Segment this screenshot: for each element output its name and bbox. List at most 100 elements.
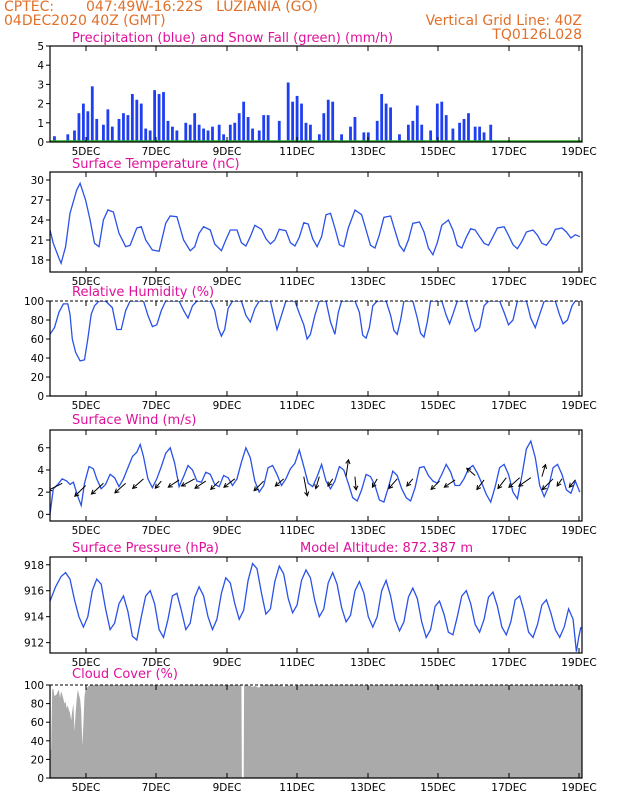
precip-bar-45 [291, 101, 295, 142]
precip-bar-14 [130, 94, 134, 142]
wind-vector-10 [223, 478, 236, 488]
precip-bar-40 [257, 130, 261, 142]
precip-bar-43 [277, 120, 281, 142]
panel-title-pressure: Surface Pressure (hPa) [72, 541, 219, 556]
precip-bar-46 [295, 95, 299, 142]
wind-vector-15 [327, 478, 334, 487]
frame-cloud [49, 685, 583, 779]
precip-bar-13 [126, 115, 130, 142]
precip-bar-47 [300, 103, 303, 142]
precip-bar-69 [435, 103, 439, 142]
precip-bar-49 [309, 124, 312, 142]
x-tick-label: 5DEC [72, 276, 101, 288]
y-tick-label: 40 [31, 736, 44, 748]
y-tick-label: 80 [31, 315, 44, 327]
x-tick-label: 19DEC [561, 657, 596, 669]
x-tick-label: 9DEC [213, 782, 242, 794]
precip-bar-20 [157, 94, 161, 142]
x-tick-label: 13DEC [350, 146, 385, 158]
x-tick-label: 7DEC [142, 657, 171, 669]
precip-bar-51 [322, 113, 326, 142]
wind-vector-19 [388, 478, 398, 490]
precip-bar-16 [139, 103, 143, 142]
wind-vector-7 [180, 478, 195, 487]
precip-bar-75 [467, 113, 470, 142]
x-tick-label: 9DEC [213, 276, 242, 288]
frame-humidity [49, 301, 583, 397]
wind-vector-9 [210, 480, 220, 491]
y-tick-label: 21 [31, 235, 44, 247]
precip-bar-66 [415, 105, 419, 142]
x-tick-label: 11DEC [279, 146, 314, 158]
precip-bar-37 [242, 101, 246, 142]
x-tick-label: 13DEC [350, 782, 385, 794]
precip-bar-33 [222, 134, 226, 142]
x-tick-label: 13DEC [350, 525, 385, 537]
y-tick-label: 4 [37, 60, 44, 72]
x-tick-label: 19DEC [561, 400, 596, 412]
wind-vector-26 [508, 477, 521, 489]
y-tick-label: 60 [31, 334, 44, 346]
x-tick-label: 7DEC [142, 276, 171, 288]
cloud-cover-area [50, 685, 582, 778]
precip-bar-61 [384, 103, 388, 142]
y-tick-label: 916 [24, 586, 44, 598]
precip-bar-21 [162, 92, 165, 142]
y-tick-label: 912 [24, 638, 44, 650]
precip-bar-30 [206, 130, 210, 142]
precip-bar-53 [331, 101, 335, 142]
wind-vector-1 [74, 485, 86, 498]
y-tick-label: 100 [24, 296, 44, 308]
precip-bar-57 [362, 132, 366, 142]
x-tick-label: 15DEC [420, 782, 455, 794]
precip-bar-55 [349, 126, 352, 142]
precip-bar-65 [411, 120, 415, 142]
temperature-series-line [50, 181, 581, 266]
x-tick-label: 9DEC [213, 657, 242, 669]
y-tick-label: 2 [37, 487, 44, 499]
header-location: 047:49W-16:22S LUZIANIA (GO) [86, 0, 318, 15]
x-tick-label: 13DEC [350, 276, 385, 288]
precip-bar-52 [326, 99, 330, 142]
panel-title-humidity: Relative Humidity (%) [72, 285, 214, 300]
x-tick-label: 15DEC [420, 657, 455, 669]
precip-bar-17 [144, 128, 148, 142]
precip-bar-41 [262, 115, 266, 142]
precip-bar-12 [122, 113, 125, 142]
y-tick-label: 100 [24, 680, 44, 692]
plot-area-wind [50, 439, 581, 515]
x-tick-label: 11DEC [279, 782, 314, 794]
precip-bar-35 [233, 122, 237, 142]
precip-bar-24 [175, 130, 179, 142]
precip-bar-73 [458, 122, 461, 142]
y-tick-label: 24 [31, 215, 45, 227]
x-tick-label: 11DEC [279, 276, 314, 288]
precip-bar-28 [197, 124, 201, 142]
y-tick-label: 0 [37, 391, 44, 403]
precip-bar-9 [106, 109, 110, 142]
precip-bar-72 [451, 128, 455, 142]
x-tick-label: 7DEC [142, 782, 171, 794]
x-tick-label: 9DEC [213, 146, 242, 158]
precip-bar-59 [375, 120, 379, 142]
panel-title-wind: Surface Wind (m/s) [72, 413, 196, 428]
wind-vector-17 [353, 476, 359, 491]
precip-bar-70 [440, 101, 444, 142]
y-tick-label: 914 [24, 612, 44, 624]
precip-bar-8 [102, 124, 105, 142]
precip-bar-48 [304, 122, 308, 142]
x-tick-label: 17DEC [491, 782, 526, 794]
plot-area-precip [50, 82, 582, 142]
precip-bar-29 [202, 128, 205, 142]
wind-vector-23 [465, 467, 476, 476]
precip-bar-7 [95, 118, 99, 142]
y-tick-label: 0 [37, 137, 44, 149]
panel-cloud: Cloud Cover (%) 5DEC 7DEC 9DEC 11DEC 13DEC 15D… [24, 667, 597, 794]
y-tick-label: 6 [37, 443, 44, 455]
panel-wind: Surface Wind (m/s) 5DEC 7DEC 9DEC 11DEC 13DEC… [37, 413, 596, 537]
x-tick-label: 9DEC [213, 525, 242, 537]
x-tick-label: 19DEC [561, 146, 596, 158]
x-tick-label: 9DEC [213, 400, 242, 412]
x-tick-label: 13DEC [350, 400, 385, 412]
